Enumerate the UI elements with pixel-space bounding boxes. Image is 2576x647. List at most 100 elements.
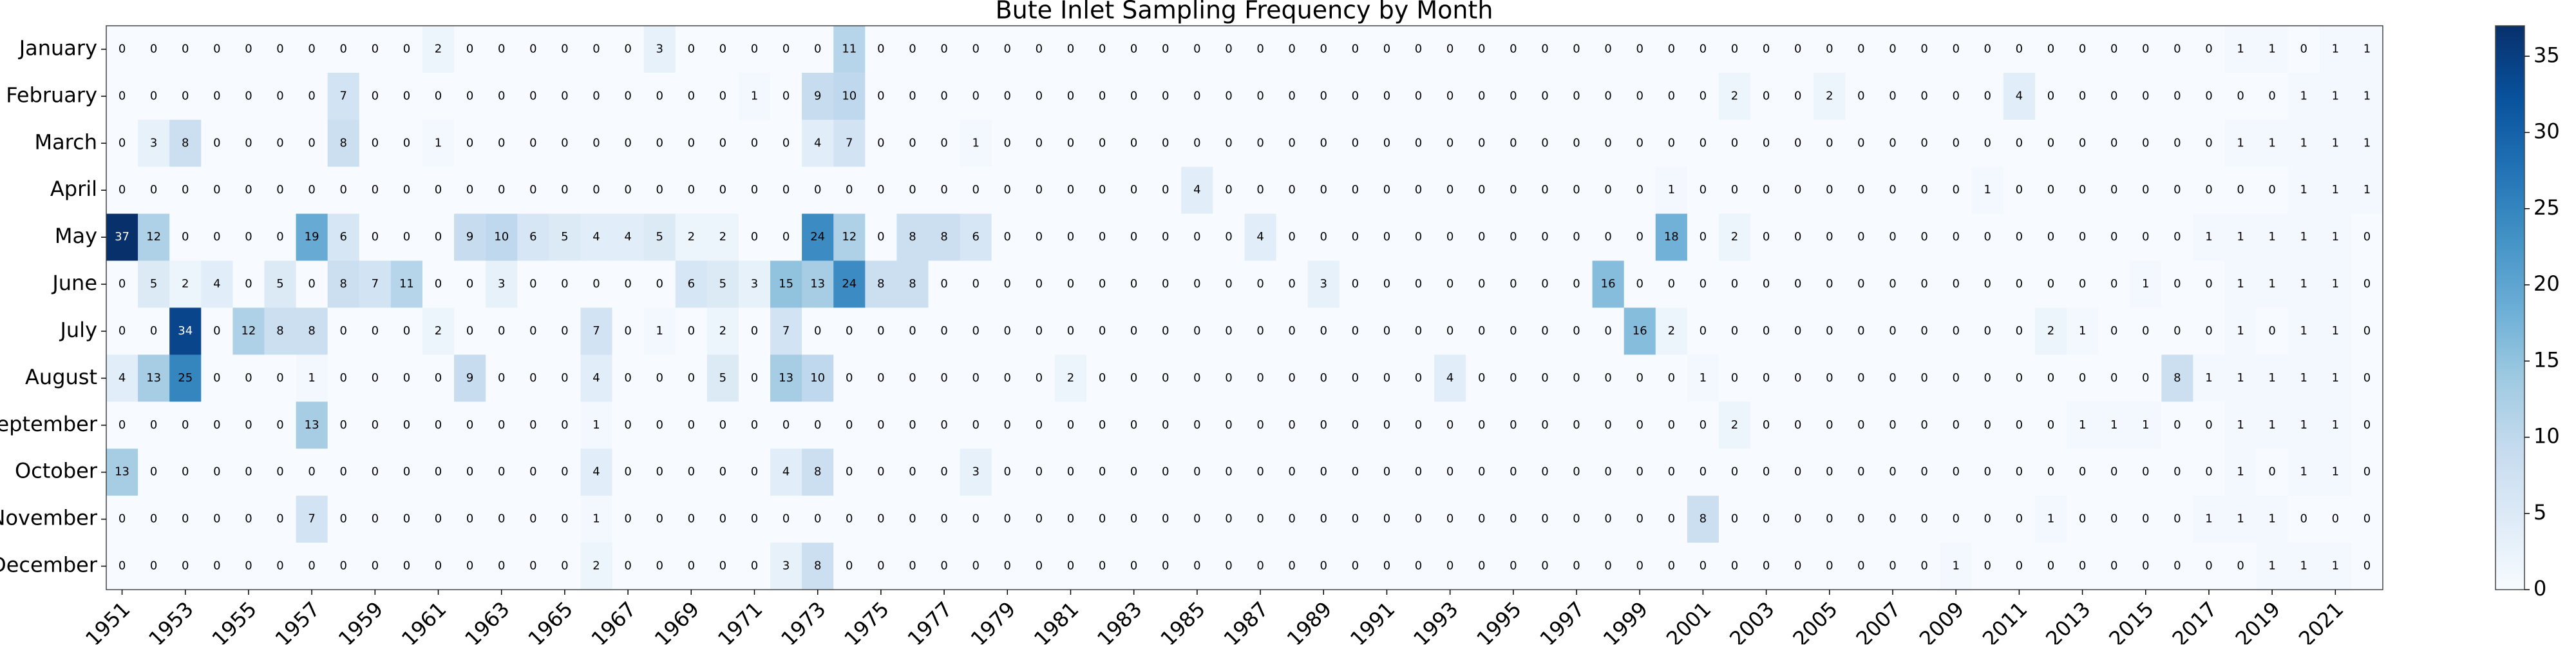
cell-label: 1 [2268, 277, 2275, 291]
cell-label: 0 [1225, 324, 1232, 338]
cell-label: 2 [592, 559, 600, 573]
cell-label: 0 [1541, 512, 1548, 526]
cell-label: 0 [403, 559, 410, 573]
heat-cell [486, 166, 518, 215]
heat-cell [643, 260, 676, 308]
cell-label: 0 [1256, 559, 1264, 573]
heat-cell [991, 354, 1024, 402]
cell-label: 0 [1415, 324, 1422, 338]
heat-cell [327, 496, 360, 543]
cell-label: 0 [150, 559, 157, 573]
heat-cell [2034, 119, 2067, 168]
heat-cell [865, 260, 897, 308]
heat-cell [2067, 26, 2099, 73]
cell-label: 0 [1320, 89, 1327, 102]
cell-label: 0 [846, 371, 853, 385]
heat-cell [1908, 449, 1941, 496]
cell-label: 0 [1415, 89, 1422, 102]
cell-label: 0 [909, 371, 916, 385]
cell-label: 13 [115, 465, 129, 479]
cell-label: 0 [213, 418, 220, 432]
cell-label: 0 [1446, 230, 1454, 244]
heat-cell [1307, 354, 1340, 402]
heat-cell [991, 72, 1024, 121]
cell-label: 1 [592, 418, 600, 432]
x-tick-label: 2005 [1788, 597, 1842, 644]
cell-label: 0 [213, 371, 220, 385]
cell-label: 0 [1004, 465, 1011, 479]
cell-label: 0 [1952, 418, 1959, 432]
heat-cell [296, 213, 328, 262]
heat-cell [1750, 213, 1783, 262]
cell-label: 0 [1036, 418, 1043, 432]
heat-cell [770, 119, 802, 168]
colorbar-tick-label: 5 [2533, 500, 2546, 525]
heat-cell [359, 26, 392, 73]
heat-cell [706, 496, 739, 543]
cell-label: 0 [1984, 89, 1991, 102]
heat-cell [1370, 260, 1403, 308]
heat-cell [2351, 307, 2383, 355]
heat-cell [833, 543, 866, 590]
heat-cell [1814, 260, 1846, 308]
x-tick-label: 1991 [1345, 597, 1399, 644]
cell-label: 0 [2016, 559, 2023, 573]
cell-label: 1 [2332, 136, 2339, 150]
heat-cell [1718, 119, 1751, 168]
heat-cell [1750, 401, 1783, 449]
heat-cell [1181, 119, 1213, 168]
cell-label: 0 [1383, 42, 1390, 55]
cell-label: 1 [2332, 559, 2339, 573]
cell-label: 0 [1288, 465, 1295, 479]
heat-cell [1687, 401, 1719, 449]
heat-cell [138, 354, 170, 402]
cell-label: 4 [624, 230, 631, 244]
cell-label: 0 [1099, 512, 1106, 526]
heat-cell [1181, 260, 1213, 308]
heat-cell [1150, 119, 1182, 168]
heat-cell [770, 72, 802, 121]
heat-cell [2161, 354, 2193, 402]
heat-cell [296, 260, 328, 308]
cell-label: 0 [1889, 559, 1896, 573]
heat-cell [1750, 543, 1783, 590]
cell-label: 4 [782, 465, 790, 479]
heat-cell [201, 119, 233, 168]
heat-cell [2098, 26, 2130, 73]
heat-cell [1877, 307, 1909, 355]
cell-label: 0 [2142, 42, 2149, 55]
cell-label: 0 [2205, 183, 2212, 197]
heat-cell [1434, 166, 1466, 215]
heat-cell [359, 401, 392, 449]
cell-label: 0 [245, 183, 252, 197]
heat-cell [2034, 354, 2067, 402]
colorbar-tick-label: 25 [2533, 195, 2560, 220]
heat-cell [2130, 354, 2162, 402]
heat-cell [264, 72, 297, 121]
cell-label: 0 [1731, 42, 1738, 55]
cell-label: 0 [1920, 324, 1927, 338]
heat-cell [1814, 354, 1846, 402]
heat-cell [327, 260, 360, 308]
heat-cell [1814, 543, 1846, 590]
heat-cell [138, 213, 170, 262]
heat-cell [2067, 496, 2099, 543]
cell-label: 0 [2142, 371, 2149, 385]
heat-cell [2003, 26, 2036, 73]
cell-label: 0 [1668, 42, 1675, 55]
cell-label: 1 [2300, 559, 2307, 573]
heat-cell [422, 26, 455, 73]
cell-label: 0 [2205, 559, 2212, 573]
heat-cell [2319, 496, 2352, 543]
cell-label: 0 [1668, 559, 1675, 573]
heat-cell [169, 72, 202, 121]
heat-cell [169, 260, 202, 308]
heat-cell [390, 26, 423, 73]
cell-label: 5 [276, 277, 283, 291]
heat-cell [1592, 496, 1625, 543]
heat-cell [896, 543, 929, 590]
cell-label: 0 [340, 559, 347, 573]
heat-cell [2003, 213, 2036, 262]
heat-cell [1908, 354, 1941, 402]
heat-cell [1402, 543, 1435, 590]
